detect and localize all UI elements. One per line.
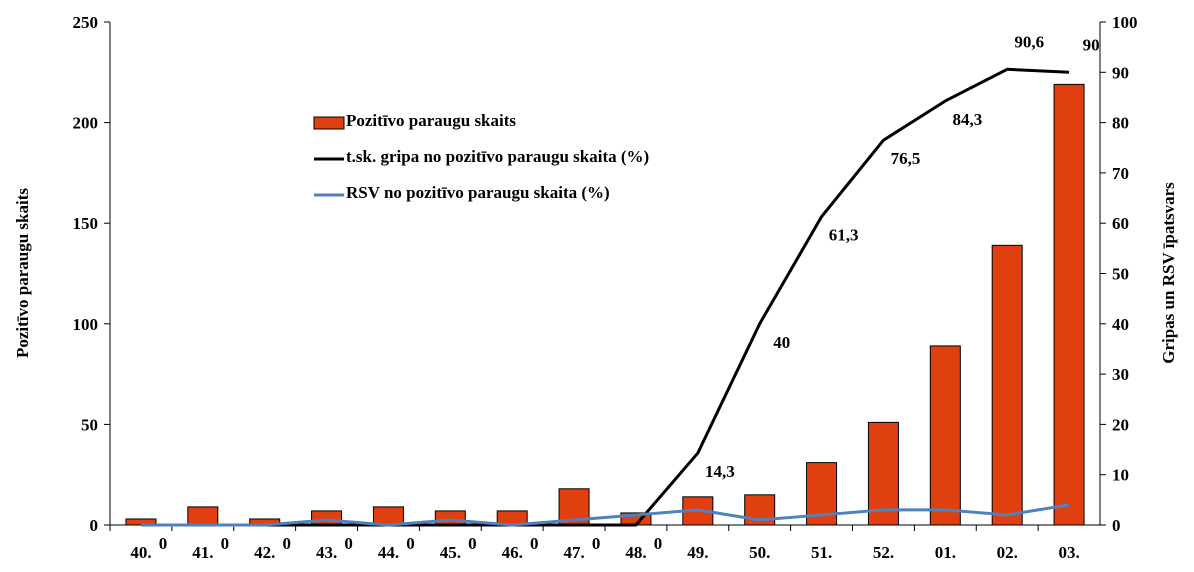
- y2-tick-label: 90: [1112, 63, 1129, 82]
- bar: [867, 421, 899, 526]
- legend-item: Pozitīvo paraugu skaits: [312, 110, 672, 132]
- x-tick-label: 01.: [935, 543, 956, 562]
- data-label: 0: [654, 534, 663, 553]
- data-label: 0: [282, 534, 291, 553]
- line: [140, 67, 1070, 527]
- x-tick-label: 47.: [563, 543, 584, 562]
- data-label: 90: [1083, 35, 1100, 54]
- x-tick-label: 46.: [502, 543, 523, 562]
- x-tick-label: 45.: [440, 543, 461, 562]
- x-tick-label: 43.: [316, 543, 337, 562]
- data-label: 40: [773, 333, 790, 352]
- y2-axis-title: Gripas un RSV īpatsvars: [1159, 182, 1178, 364]
- y-tick-label: 50: [81, 415, 98, 434]
- bar: [991, 244, 1023, 526]
- y2-tick-label: 80: [1112, 114, 1129, 133]
- y2-tick-label: 0: [1112, 516, 1121, 535]
- x-tick-label: 03.: [1058, 543, 1079, 562]
- legend-swatch: [314, 193, 344, 197]
- data-label: 0: [592, 534, 601, 553]
- y-tick-label: 0: [90, 516, 99, 535]
- y-tick-label: 150: [73, 214, 99, 233]
- x-tick-label: 49.: [687, 543, 708, 562]
- bar: [372, 506, 404, 526]
- x-tick-label: 52.: [873, 543, 894, 562]
- data-label: 61,3: [829, 226, 859, 245]
- y-tick-label: 100: [73, 315, 99, 334]
- bar: [434, 510, 466, 526]
- x-tick-label: 40.: [130, 543, 151, 562]
- bar: [311, 510, 343, 526]
- y-tick-label: 200: [73, 114, 99, 133]
- y2-tick-label: 50: [1112, 265, 1129, 284]
- x-tick-label: 50.: [749, 543, 770, 562]
- data-label: 0: [221, 534, 230, 553]
- y-axis-title: Pozitīvo paraugu skaits: [13, 188, 32, 358]
- legend-item: RSV no pozitīvo paraugu skaita (%): [312, 182, 672, 204]
- y2-tick-label: 100: [1112, 13, 1138, 32]
- x-tick-label: 44.: [378, 543, 399, 562]
- data-label: 76,5: [891, 149, 921, 168]
- data-label: 0: [406, 534, 415, 553]
- x-tick-label: 51.: [811, 543, 832, 562]
- legend-swatch: [313, 116, 345, 130]
- y2-tick-label: 20: [1112, 415, 1129, 434]
- x-tick-label: 42.: [254, 543, 275, 562]
- x-tick-label: 48.: [625, 543, 646, 562]
- line: [140, 503, 1070, 527]
- y-tick-label: 250: [73, 13, 99, 32]
- legend-swatch: [314, 157, 344, 161]
- legend: Pozitīvo paraugu skaits t.sk. gripa no po…: [312, 110, 672, 218]
- y2-tick-label: 70: [1112, 164, 1129, 183]
- legend-item: t.sk. gripa no pozitīvo paraugu skaita (…: [312, 146, 672, 168]
- data-label: 0: [468, 534, 477, 553]
- bar: [929, 345, 961, 526]
- bar: [1053, 83, 1085, 526]
- bar: [187, 506, 219, 526]
- legend-label: t.sk. gripa no pozitīvo paraugu skaita (…: [346, 147, 650, 166]
- x-tick-label: 02.: [997, 543, 1018, 562]
- y2-tick-label: 30: [1112, 365, 1129, 384]
- data-label: 14,3: [705, 462, 735, 481]
- x-tick-label: 41.: [192, 543, 213, 562]
- data-label: 90,6: [1014, 32, 1044, 51]
- data-label: 0: [344, 534, 353, 553]
- data-label: 84,3: [952, 110, 982, 129]
- y2-tick-label: 10: [1112, 466, 1129, 485]
- data-label: 0: [530, 534, 539, 553]
- y2-tick-label: 60: [1112, 214, 1129, 233]
- legend-label: Pozitīvo paraugu skaits: [346, 111, 517, 130]
- data-label: 0: [159, 534, 168, 553]
- legend-label: RSV no pozitīvo paraugu skaita (%): [346, 183, 610, 202]
- y2-tick-label: 40: [1112, 315, 1129, 334]
